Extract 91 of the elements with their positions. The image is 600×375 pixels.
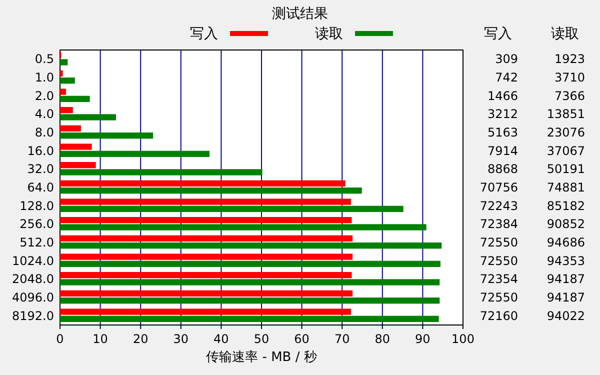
bar [60, 260, 440, 267]
bar [60, 162, 96, 168]
bar [60, 114, 116, 120]
text: 37067 [546, 144, 585, 158]
bar [60, 125, 81, 132]
x-tick-label: 80 [374, 332, 390, 346]
x-tick-label: 0 [56, 332, 64, 346]
x-axis-title: 传输速率 - MB / 秒 [206, 349, 317, 365]
y-tick-label: 1.0 [34, 70, 54, 84]
text: 72550 [480, 236, 518, 250]
bar [60, 59, 68, 66]
text: 94353 [546, 254, 585, 268]
bar [60, 298, 440, 304]
bar [60, 272, 352, 278]
legend-label: 写入 [190, 26, 218, 42]
x-tick-label: 20 [132, 332, 148, 346]
y-tick-label: 32.0 [27, 162, 54, 176]
text: 1923 [554, 52, 585, 66]
text: 742 [495, 70, 518, 84]
x-tick-label: 100 [452, 332, 474, 346]
bar [60, 254, 353, 260]
text: 94022 [546, 308, 585, 323]
text: 72354 [480, 272, 518, 286]
x-tick-label: 70 [334, 332, 350, 346]
text: 72243 [480, 198, 518, 213]
y-tick-label: 256.0 [20, 217, 54, 232]
text: 72550 [480, 290, 518, 304]
bar [60, 88, 66, 95]
y-tick-label: 8192.0 [12, 308, 54, 323]
bar [60, 290, 353, 296]
bar [60, 144, 92, 150]
text: 70756 [480, 180, 518, 194]
text: 23076 [546, 126, 585, 140]
bar [60, 78, 75, 84]
text: 72160 [480, 308, 518, 323]
text: 3710 [554, 70, 585, 84]
x-tick-label: 50 [254, 332, 270, 346]
y-tick-label: 8.0 [34, 126, 54, 140]
y-tick-label: 512.0 [20, 236, 54, 250]
text: 7914 [487, 144, 518, 158]
chart-title: 测试结果 [272, 6, 328, 22]
text: 90852 [546, 217, 585, 232]
text: 50191 [546, 162, 585, 176]
x-tick-label: 10 [92, 332, 108, 346]
text: 写入 [484, 26, 512, 42]
y-tick-label: 16.0 [27, 144, 54, 158]
x-tick-label: 30 [173, 332, 189, 346]
y-tick-label: 64.0 [27, 180, 54, 194]
bar [60, 188, 362, 194]
text: 94686 [546, 236, 585, 250]
x-tick-label: 90 [415, 332, 430, 346]
bar [60, 217, 352, 224]
x-tick-label: 60 [294, 332, 310, 346]
bar [60, 107, 73, 114]
text: 1466 [487, 88, 518, 103]
text: 读取 [551, 26, 579, 42]
bar [60, 279, 440, 286]
text: 3212 [487, 107, 518, 122]
bar [60, 242, 442, 249]
text: 85182 [546, 198, 585, 213]
text: 72384 [480, 217, 518, 232]
bar [60, 235, 353, 242]
legend-label: 读取 [315, 26, 343, 42]
bar [60, 308, 351, 315]
bar [60, 180, 346, 186]
bar [60, 96, 90, 102]
bar [60, 132, 154, 139]
text: 94187 [546, 290, 585, 304]
text: 5163 [487, 126, 518, 140]
y-tick-label: 2048.0 [12, 272, 54, 286]
text: 13851 [546, 107, 585, 122]
y-tick-label: 0.5 [34, 52, 54, 66]
text: 74881 [546, 180, 585, 194]
text: 309 [495, 52, 518, 66]
y-tick-label: 2.0 [34, 88, 54, 103]
bar [60, 224, 426, 230]
bar [60, 70, 63, 76]
bar [60, 198, 351, 205]
bar [60, 169, 262, 176]
text: 7366 [554, 88, 585, 103]
text: 8868 [487, 162, 518, 176]
bar [60, 206, 404, 212]
text: 72550 [480, 254, 518, 268]
bar [60, 150, 210, 157]
x-tick-label: 40 [214, 332, 229, 346]
bar [60, 316, 439, 322]
y-tick-label: 4096.0 [12, 290, 54, 304]
text: 94187 [546, 272, 585, 286]
y-tick-label: 128.0 [20, 198, 54, 213]
y-tick-label: 1024.0 [12, 254, 54, 268]
y-tick-label: 4.0 [34, 107, 54, 122]
